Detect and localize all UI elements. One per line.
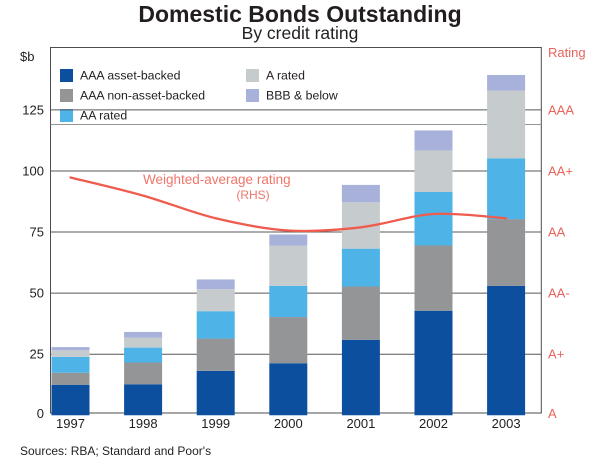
svg-text:AA rated: AA rated xyxy=(80,109,127,123)
svg-text:AAA asset-backed: AAA asset-backed xyxy=(80,69,181,83)
svg-text:1999: 1999 xyxy=(201,416,230,431)
svg-text:2003: 2003 xyxy=(492,416,521,431)
svg-text:1998: 1998 xyxy=(129,416,158,431)
svg-text:By credit rating: By credit rating xyxy=(242,23,359,43)
svg-text:Sources: RBA; Standard and Poo: Sources: RBA; Standard and Poor's xyxy=(20,444,211,458)
svg-text:AA-: AA- xyxy=(548,286,570,301)
svg-text:AAA: AAA xyxy=(548,103,574,118)
svg-text:25: 25 xyxy=(30,347,44,362)
svg-text:2000: 2000 xyxy=(274,416,303,431)
svg-text:AA+: AA+ xyxy=(548,164,573,179)
svg-text:2001: 2001 xyxy=(346,416,375,431)
svg-text:A: A xyxy=(548,406,557,421)
svg-text:0: 0 xyxy=(37,406,44,421)
svg-text:(RHS): (RHS) xyxy=(236,188,269,202)
svg-text:A rated: A rated xyxy=(266,69,305,83)
svg-text:BBB & below: BBB & below xyxy=(266,89,338,103)
svg-text:AAA non-asset-backed: AAA non-asset-backed xyxy=(80,89,205,103)
svg-text:Rating: Rating xyxy=(548,45,586,60)
svg-text:50: 50 xyxy=(30,286,44,301)
svg-text:100: 100 xyxy=(22,164,44,179)
svg-text:AA: AA xyxy=(548,225,566,240)
svg-text:A+: A+ xyxy=(548,347,564,362)
svg-text:1997: 1997 xyxy=(56,416,85,431)
svg-text:75: 75 xyxy=(30,225,44,240)
svg-text:$b: $b xyxy=(20,49,34,64)
svg-text:Weighted-average rating: Weighted-average rating xyxy=(143,172,291,187)
svg-text:125: 125 xyxy=(22,103,44,118)
svg-text:2002: 2002 xyxy=(419,416,448,431)
